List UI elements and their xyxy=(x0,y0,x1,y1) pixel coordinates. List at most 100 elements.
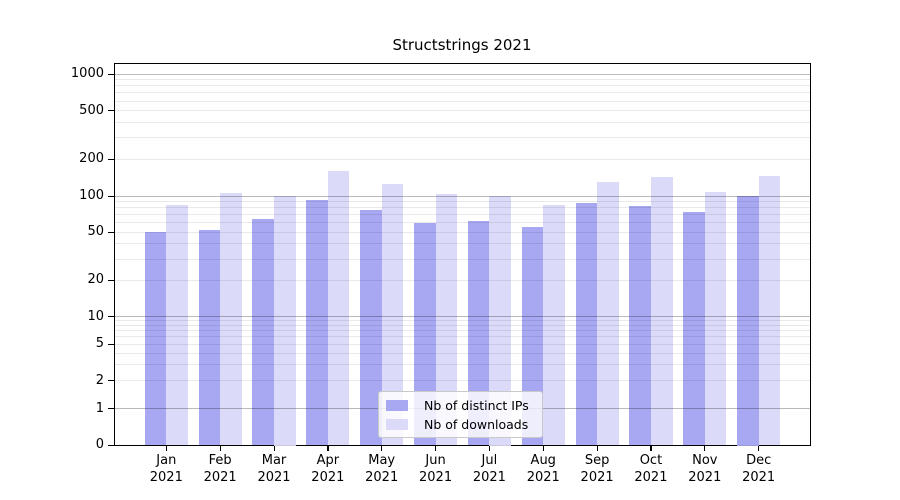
grid-line xyxy=(114,92,810,94)
y-tick-mark xyxy=(108,343,114,345)
x-tick-label-year: 2021 xyxy=(742,470,776,485)
grid-line xyxy=(114,79,810,81)
x-tick-mark xyxy=(273,446,275,451)
x-tick-label: Feb 2021 xyxy=(188,452,252,486)
x-tick-label-year: 2021 xyxy=(419,470,453,485)
grid-line xyxy=(114,320,810,322)
bar-downloads xyxy=(758,175,781,446)
bar-downloads xyxy=(166,204,188,446)
y-tick-label: 5 xyxy=(95,336,104,352)
y-tick-label: 10 xyxy=(87,308,104,324)
x-tick-label: Apr 2021 xyxy=(296,452,360,486)
x-tick-mark xyxy=(327,446,329,451)
y-tick-label: 1000 xyxy=(70,66,104,81)
y-tick-mark xyxy=(108,444,114,446)
x-tick-mark xyxy=(758,446,760,451)
bar-distinct-ips xyxy=(360,209,382,446)
bar-distinct-ips xyxy=(629,205,651,446)
x-tick-label: May 2021 xyxy=(350,452,414,486)
x-tick-label-year: 2021 xyxy=(203,470,237,485)
y-tick-mark xyxy=(108,158,114,160)
grid-line xyxy=(114,336,810,338)
bar-downloads xyxy=(543,205,565,446)
x-tick-label-year: 2021 xyxy=(365,470,399,485)
grid-line xyxy=(114,73,810,75)
bar-distinct-ips xyxy=(198,230,221,446)
x-tick-label: Aug 2021 xyxy=(511,452,575,486)
x-tick-label: Nov 2021 xyxy=(673,452,737,486)
bar-downloads xyxy=(597,182,619,446)
legend-label-distinct-ips: Nb of distinct IPs xyxy=(424,397,529,413)
x-tick-label-year: 2021 xyxy=(149,470,183,485)
bar-distinct-ips xyxy=(521,227,544,446)
x-tick-label-year: 2021 xyxy=(311,470,345,485)
x-tick-label: Sep 2021 xyxy=(565,452,629,486)
x-tick-label-year: 2021 xyxy=(634,470,668,485)
bar-downloads xyxy=(381,183,404,446)
grid-line xyxy=(114,444,810,446)
x-tick-label: Jan 2021 xyxy=(134,452,198,486)
bar-distinct-ips xyxy=(413,222,436,446)
bar-downloads xyxy=(274,196,296,446)
y-tick-label: 200 xyxy=(79,151,104,167)
bar-distinct-ips xyxy=(575,203,598,446)
bar-downloads xyxy=(650,176,673,446)
x-tick-mark xyxy=(650,446,652,451)
x-tick-mark xyxy=(435,446,437,451)
grid-line xyxy=(114,137,810,139)
x-tick-mark xyxy=(488,446,491,451)
y-tick-mark xyxy=(108,380,114,382)
x-tick-label: Jun 2021 xyxy=(404,452,468,486)
y-tick-label: 1 xyxy=(95,400,104,416)
y-tick-label: 50 xyxy=(87,224,104,240)
legend-swatch-distinct-ips xyxy=(386,399,408,411)
grid-line xyxy=(114,258,810,260)
y-tick-mark xyxy=(108,195,114,197)
x-tick-label-year: 2021 xyxy=(688,470,722,485)
y-tick-label: 20 xyxy=(87,272,104,288)
grid-line xyxy=(114,243,810,245)
y-tick-mark xyxy=(108,73,114,75)
bar-downloads xyxy=(220,193,242,446)
grid-line xyxy=(114,214,810,216)
grid-line xyxy=(114,222,810,224)
chart-title: Structstrings 2021 xyxy=(392,36,532,54)
y-tick-mark xyxy=(108,279,114,281)
grid-line xyxy=(114,158,810,160)
x-tick-label: Dec 2021 xyxy=(727,452,791,486)
bar-distinct-ips xyxy=(467,221,490,446)
y-tick-mark xyxy=(108,110,114,112)
y-tick-mark xyxy=(108,316,114,318)
x-tick-label: Oct 2021 xyxy=(619,452,683,486)
x-tick-label-year: 2021 xyxy=(257,470,291,485)
y-tick-label: 500 xyxy=(79,102,104,118)
x-tick-label-year: 2021 xyxy=(472,470,506,485)
x-tick-mark xyxy=(704,446,706,451)
x-tick-mark xyxy=(165,446,167,451)
grid-line xyxy=(114,316,810,317)
bar-distinct-ips xyxy=(144,232,167,446)
grid-line xyxy=(114,380,810,382)
bar-distinct-ips xyxy=(306,200,328,446)
legend-row-distinct-ips: Nb of distinct IPs xyxy=(379,398,542,413)
bar-downloads xyxy=(489,196,511,446)
x-tick-label: Mar 2021 xyxy=(242,452,306,486)
grid-line xyxy=(114,231,810,233)
grid-line xyxy=(114,110,810,112)
x-tick-mark xyxy=(219,446,221,451)
x-tick-mark xyxy=(381,446,383,451)
bar-distinct-ips xyxy=(737,196,759,446)
grid-line xyxy=(114,207,810,209)
legend-label-downloads: Nb of downloads xyxy=(424,416,529,432)
grid-line xyxy=(114,201,810,202)
y-tick-label: 100 xyxy=(79,188,104,203)
bar-distinct-ips xyxy=(683,211,705,446)
legend-swatch-downloads xyxy=(386,418,408,430)
grid-line xyxy=(114,364,810,366)
bar-downloads xyxy=(327,171,350,446)
grid-line xyxy=(114,343,810,345)
bar-downloads xyxy=(704,191,727,446)
x-tick-label-year: 2021 xyxy=(580,470,614,485)
grid-line xyxy=(114,352,810,354)
grid-line xyxy=(114,324,810,326)
